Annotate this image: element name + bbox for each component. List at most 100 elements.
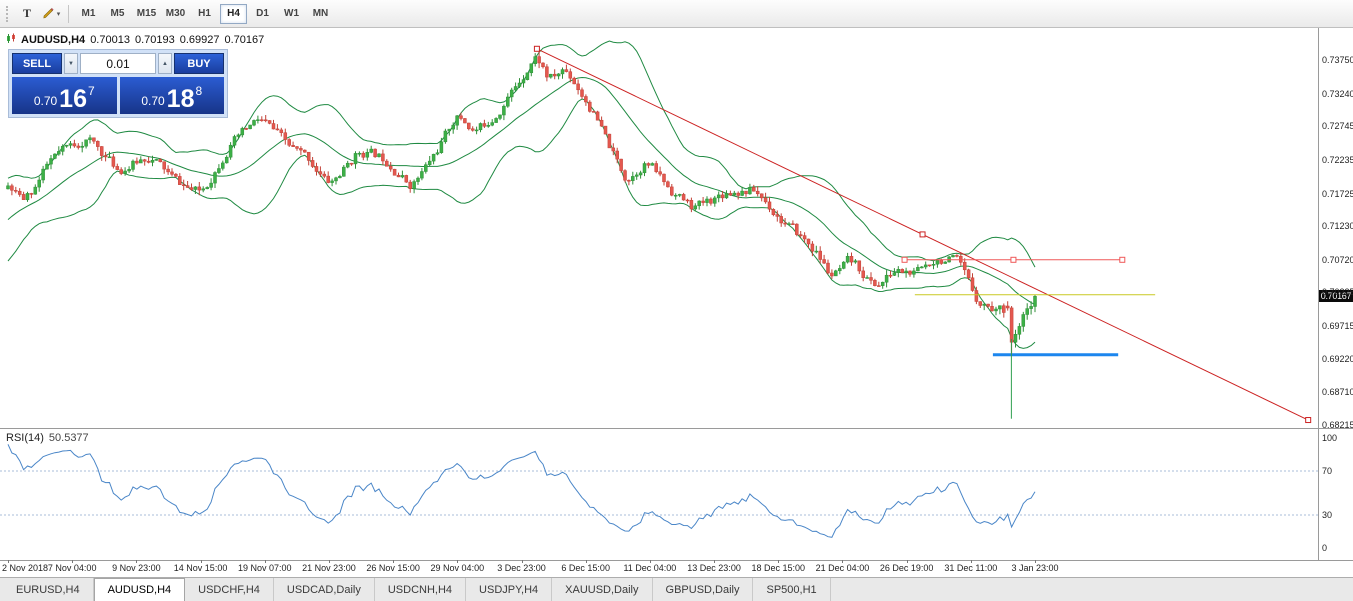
bear-candle <box>76 145 81 148</box>
bear-candle <box>869 277 873 281</box>
chart-tab-gbpusd[interactable]: GBPUSD,Daily <box>653 578 754 601</box>
bear-candle <box>158 159 163 163</box>
bear-candle <box>736 192 740 196</box>
sell-price-display[interactable]: 0.70 16 7 <box>12 77 117 114</box>
bull-candle <box>416 177 420 182</box>
bull-candle <box>904 270 908 273</box>
object-selection-handle[interactable] <box>1119 256 1126 263</box>
bull-candle <box>412 181 416 189</box>
buy-price-point: 8 <box>195 84 203 98</box>
bear-candle <box>908 270 912 275</box>
object-selection-handle[interactable] <box>533 45 540 52</box>
object-selection-handle[interactable] <box>1305 417 1312 424</box>
bull-candle <box>420 171 424 179</box>
object-selection-handle[interactable] <box>919 231 926 238</box>
timeframe-button-mn[interactable]: MN <box>307 4 334 24</box>
volume-down-button[interactable]: ▼ <box>64 53 78 74</box>
timeframe-button-m15[interactable]: M15 <box>133 4 160 24</box>
timeframe-button-m1[interactable]: M1 <box>75 4 102 24</box>
timeframe-button-h1[interactable]: H1 <box>191 4 218 24</box>
time-scale-tick: 29 Nov 04:00 <box>430 563 485 573</box>
text-tool-icon: T <box>22 6 31 20</box>
price-scale-tick: 0.73240 <box>1322 88 1353 99</box>
chart-tab-usdcad[interactable]: USDCAD,Daily <box>274 578 375 601</box>
bear-candle <box>970 277 975 291</box>
time-tick-mark <box>264 560 266 563</box>
bear-candle <box>888 274 893 277</box>
bear-candle <box>779 216 783 224</box>
rsi-name: RSI(14) <box>6 432 44 444</box>
price-scale-border <box>1318 28 1319 560</box>
bear-candle <box>463 118 467 124</box>
bull-candle <box>150 159 155 163</box>
draw-tool-button[interactable]: ▾ <box>39 3 63 25</box>
bull-candle <box>923 264 928 268</box>
bull-candle <box>353 153 358 165</box>
toolbar-grip[interactable] <box>6 5 11 22</box>
bull-candle <box>834 270 838 277</box>
bear-candle <box>260 119 264 121</box>
time-scale-tick: 26 Dec 19:00 <box>879 563 934 573</box>
time-scale-tick: 26 Nov 15:00 <box>366 563 420 573</box>
rsi-chart[interactable] <box>0 429 1318 560</box>
bull-candle <box>334 177 338 182</box>
bull-candle <box>892 272 897 276</box>
bull-candle <box>205 187 209 190</box>
bull-candle <box>217 168 221 173</box>
text-tool-button[interactable]: T <box>15 3 39 25</box>
chart-tab-sp500[interactable]: SP500,H1 <box>753 578 831 601</box>
bull-candle <box>41 168 45 181</box>
open-value: 0.70013 <box>90 34 130 46</box>
bull-candle <box>705 198 709 203</box>
timeframe-button-w1[interactable]: W1 <box>278 4 305 24</box>
bull-candle <box>443 130 448 143</box>
chart-tab-usdjpy[interactable]: USDJPY,H4 <box>466 578 553 601</box>
timeframe-button-m5[interactable]: M5 <box>104 4 131 24</box>
bear-candle <box>611 147 616 152</box>
bear-candle <box>990 306 994 312</box>
bull-candle <box>486 125 491 127</box>
price-scale-tick: 0.69220 <box>1322 353 1353 364</box>
bollinger-band-line <box>7 76 1036 306</box>
bull-candle <box>53 153 57 159</box>
bear-candle <box>818 250 822 260</box>
bull-candle <box>533 56 537 64</box>
time-tick-mark <box>1035 560 1036 563</box>
chart-tab-usdcnh[interactable]: USDCNH,H4 <box>375 578 467 601</box>
bear-candle <box>392 168 397 176</box>
bull-candle <box>787 223 791 225</box>
bear-candle <box>966 269 971 279</box>
buy-price-display[interactable]: 0.70 18 8 <box>119 77 224 114</box>
bull-candle <box>209 182 213 188</box>
chart-tab-xauusd[interactable]: XAUUSD,Daily <box>552 578 653 601</box>
chart-tab-audusd[interactable]: AUDUSD,H4 <box>93 578 186 601</box>
timeframe-button-d1[interactable]: D1 <box>249 4 276 24</box>
price-scale-tick: 0.71230 <box>1322 221 1353 232</box>
bear-candle <box>263 119 268 122</box>
volume-input[interactable]: 0.01 <box>80 53 156 74</box>
bull-candle <box>931 264 936 266</box>
bear-candle <box>306 151 311 161</box>
chart-tab-eurusd[interactable]: EURUSD,H4 <box>3 578 94 601</box>
bear-candle <box>349 162 354 165</box>
object-selection-handle[interactable] <box>1010 256 1017 263</box>
bear-candle <box>802 235 807 240</box>
bear-candle <box>92 137 96 142</box>
time-tick-mark <box>200 560 202 563</box>
time-tick-mark <box>136 560 138 563</box>
timeframe-button-h4[interactable]: H4 <box>220 3 247 24</box>
bull-candle <box>1025 308 1029 315</box>
bull-candle <box>84 139 88 147</box>
buy-button[interactable]: BUY <box>174 53 224 74</box>
chart-tab-usdchf[interactable]: USDCHF,H4 <box>185 578 274 601</box>
timeframe-button-m30[interactable]: M30 <box>162 4 189 24</box>
object-selection-handle[interactable] <box>901 256 908 263</box>
bull-candle <box>724 193 729 199</box>
bull-candle <box>88 137 92 141</box>
volume-up-button[interactable]: ▲ <box>158 53 172 74</box>
bear-candle <box>541 62 545 68</box>
bear-candle <box>752 187 756 192</box>
chart-rsi-divider[interactable] <box>0 428 1353 429</box>
sell-button[interactable]: SELL <box>12 53 62 74</box>
main-chart[interactable] <box>0 28 1318 428</box>
